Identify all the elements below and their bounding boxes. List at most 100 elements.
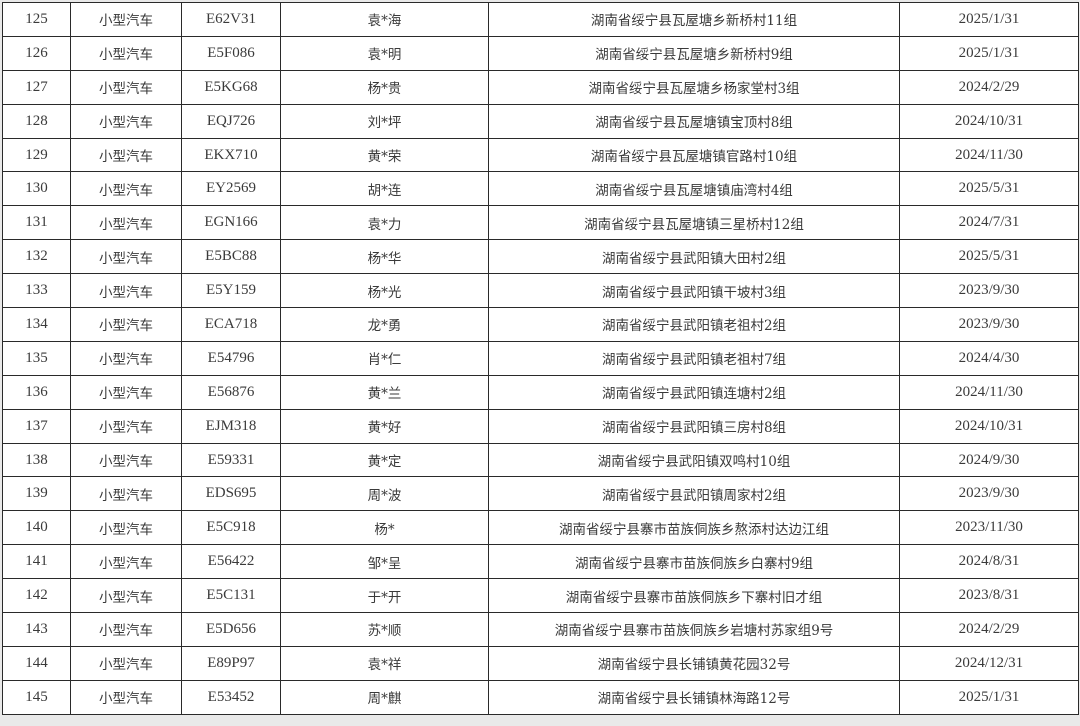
address-cell: 湖南省绥宁县瓦屋塘乡新桥村9组 xyxy=(488,35,900,71)
row-number-cell: 125 xyxy=(2,2,71,37)
table-row: 130 小型汽车 EY2569 胡*连 湖南省绥宁县瓦屋塘镇庙湾村4组 2025/5/31 xyxy=(2,171,1079,207)
owner-name-cell: 于*开 xyxy=(280,578,489,614)
vehicle-table: 125 小型汽车 E62V31 袁*海 湖南省绥宁县瓦屋塘乡新桥村11组 2025/1/3… xyxy=(2,2,1079,715)
plate-number-cell: EJM318 xyxy=(181,408,281,444)
table-row: 141 小型汽车 E56422 邹*呈 湖南省绥宁县寨市苗族侗族乡白寨村9组 2024/8… xyxy=(2,544,1079,580)
address-cell: 湖南省绥宁县瓦屋塘乡杨家堂村3组 xyxy=(488,69,900,105)
address-cell: 湖南省绥宁县瓦屋塘镇三星桥村12组 xyxy=(488,205,900,241)
address-cell: 湖南省绥宁县武阳镇老祖村7组 xyxy=(488,340,900,376)
vehicle-type-cell: 小型汽车 xyxy=(70,273,182,309)
table-row: 127 小型汽车 E5KG68 杨*贵 湖南省绥宁县瓦屋塘乡杨家堂村3组 2024/2/2… xyxy=(2,69,1079,105)
vehicle-type-cell: 小型汽车 xyxy=(70,578,182,614)
table-row: 133 小型汽车 E5Y159 杨*光 湖南省绥宁县武阳镇干坡村3组 2023/9/30 xyxy=(2,273,1079,309)
owner-name-cell: 杨*贵 xyxy=(280,69,489,105)
date-cell: 2025/5/31 xyxy=(899,171,1079,207)
table-row: 140 小型汽车 E5C918 杨* 湖南省绥宁县寨市苗族侗族乡熬添村达边江组 2023/… xyxy=(2,510,1079,546)
date-cell: 2023/9/30 xyxy=(899,476,1079,512)
row-number-cell: 131 xyxy=(2,205,71,241)
table-row: 125 小型汽车 E62V31 袁*海 湖南省绥宁县瓦屋塘乡新桥村11组 2025/1/3… xyxy=(2,2,1079,37)
row-number-cell: 135 xyxy=(2,340,71,376)
date-cell: 2025/1/31 xyxy=(899,35,1079,71)
date-cell: 2025/1/31 xyxy=(899,679,1079,715)
table-row: 126 小型汽车 E5F086 袁*明 湖南省绥宁县瓦屋塘乡新桥村9组 2025/1/31 xyxy=(2,35,1079,71)
plate-number-cell: EDS695 xyxy=(181,476,281,512)
owner-name-cell: 黄*好 xyxy=(280,408,489,444)
date-cell: 2024/2/29 xyxy=(899,69,1079,105)
owner-name-cell: 黄*荣 xyxy=(280,137,489,173)
row-number-cell: 144 xyxy=(2,645,71,681)
date-cell: 2024/8/31 xyxy=(899,544,1079,580)
plate-number-cell: ECA718 xyxy=(181,307,281,342)
vehicle-type-cell: 小型汽车 xyxy=(70,442,182,478)
table-row: 128 小型汽车 EQJ726 刘*坪 湖南省绥宁县瓦屋塘镇宝顶村8组 2024/10/3… xyxy=(2,103,1079,139)
row-number-cell: 130 xyxy=(2,171,71,207)
address-cell: 湖南省绥宁县武阳镇三房村8组 xyxy=(488,408,900,444)
plate-number-cell: E5F086 xyxy=(181,35,281,71)
address-cell: 湖南省绥宁县瓦屋塘镇官路村10组 xyxy=(488,137,900,173)
date-cell: 2024/7/31 xyxy=(899,205,1079,241)
owner-name-cell: 苏*顺 xyxy=(280,612,489,647)
date-cell: 2024/11/30 xyxy=(899,137,1079,173)
vehicle-type-cell: 小型汽车 xyxy=(70,205,182,241)
vehicle-type-cell: 小型汽车 xyxy=(70,35,182,71)
vehicle-type-cell: 小型汽车 xyxy=(70,510,182,546)
row-number-cell: 129 xyxy=(2,137,71,173)
plate-number-cell: E56876 xyxy=(181,374,281,410)
row-number-cell: 140 xyxy=(2,510,71,546)
owner-name-cell: 周*波 xyxy=(280,476,489,512)
date-cell: 2024/12/31 xyxy=(899,645,1079,681)
row-number-cell: 137 xyxy=(2,408,71,444)
owner-name-cell: 肖*仁 xyxy=(280,340,489,376)
date-cell: 2023/9/30 xyxy=(899,307,1079,342)
date-cell: 2023/8/31 xyxy=(899,578,1079,614)
row-number-cell: 139 xyxy=(2,476,71,512)
vehicle-type-cell: 小型汽车 xyxy=(70,408,182,444)
owner-name-cell: 胡*连 xyxy=(280,171,489,207)
address-cell: 湖南省绥宁县寨市苗族侗族乡下寨村旧才组 xyxy=(488,578,900,614)
plate-number-cell: E5C918 xyxy=(181,510,281,546)
row-number-cell: 126 xyxy=(2,35,71,71)
address-cell: 湖南省绥宁县武阳镇周家村2组 xyxy=(488,476,900,512)
date-cell: 2024/2/29 xyxy=(899,612,1079,647)
table-row: 129 小型汽车 EKX710 黄*荣 湖南省绥宁县瓦屋塘镇官路村10组 2024/11/… xyxy=(2,137,1079,173)
vehicle-type-cell: 小型汽车 xyxy=(70,645,182,681)
vehicle-type-cell: 小型汽车 xyxy=(70,69,182,105)
owner-name-cell: 袁*力 xyxy=(280,205,489,241)
vehicle-type-cell: 小型汽车 xyxy=(70,307,182,342)
plate-number-cell: E54796 xyxy=(181,340,281,376)
owner-name-cell: 邹*呈 xyxy=(280,544,489,580)
address-cell: 湖南省绥宁县武阳镇大田村2组 xyxy=(488,239,900,275)
row-number-cell: 132 xyxy=(2,239,71,275)
table-row: 142 小型汽车 E5C131 于*开 湖南省绥宁县寨市苗族侗族乡下寨村旧才组 2023/… xyxy=(2,578,1079,614)
vehicle-type-cell: 小型汽车 xyxy=(70,103,182,139)
vehicle-type-cell: 小型汽车 xyxy=(70,239,182,275)
address-cell: 湖南省绥宁县长铺镇林海路12号 xyxy=(488,679,900,715)
plate-number-cell: E59331 xyxy=(181,442,281,478)
table-row: 135 小型汽车 E54796 肖*仁 湖南省绥宁县武阳镇老祖村7组 2024/4/30 xyxy=(2,340,1079,376)
owner-name-cell: 周*麒 xyxy=(280,679,489,715)
owner-name-cell: 袁*祥 xyxy=(280,645,489,681)
vehicle-type-cell: 小型汽车 xyxy=(70,340,182,376)
plate-number-cell: EKX710 xyxy=(181,137,281,173)
vehicle-type-cell: 小型汽车 xyxy=(70,137,182,173)
date-cell: 2024/10/31 xyxy=(899,103,1079,139)
plate-number-cell: E56422 xyxy=(181,544,281,580)
date-cell: 2025/1/31 xyxy=(899,2,1079,37)
owner-name-cell: 刘*坪 xyxy=(280,103,489,139)
vehicle-type-cell: 小型汽车 xyxy=(70,612,182,647)
table-row: 139 小型汽车 EDS695 周*波 湖南省绥宁县武阳镇周家村2组 2023/9/30 xyxy=(2,476,1079,512)
plate-number-cell: EQJ726 xyxy=(181,103,281,139)
date-cell: 2023/9/30 xyxy=(899,273,1079,309)
address-cell: 湖南省绥宁县武阳镇老祖村2组 xyxy=(488,307,900,342)
row-number-cell: 133 xyxy=(2,273,71,309)
plate-number-cell: E5Y159 xyxy=(181,273,281,309)
row-number-cell: 136 xyxy=(2,374,71,410)
plate-number-cell: E89P97 xyxy=(181,645,281,681)
owner-name-cell: 黄*定 xyxy=(280,442,489,478)
row-number-cell: 127 xyxy=(2,69,71,105)
table-row: 143 小型汽车 E5D656 苏*顺 湖南省绥宁县寨市苗族侗族乡岩塘村苏家组9号 202… xyxy=(2,612,1079,647)
date-cell: 2023/11/30 xyxy=(899,510,1079,546)
address-cell: 湖南省绥宁县武阳镇双鸣村10组 xyxy=(488,442,900,478)
vehicle-type-cell: 小型汽车 xyxy=(70,544,182,580)
plate-number-cell: E53452 xyxy=(181,679,281,715)
